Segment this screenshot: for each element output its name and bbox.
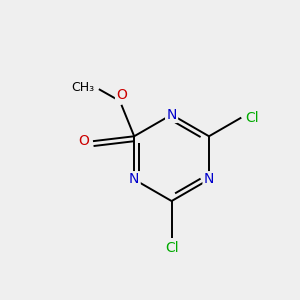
Text: O: O bbox=[78, 134, 89, 148]
Text: O: O bbox=[116, 88, 127, 102]
Text: N: N bbox=[167, 108, 177, 122]
Text: Cl: Cl bbox=[245, 111, 259, 124]
Text: CH₃: CH₃ bbox=[71, 81, 94, 94]
Text: N: N bbox=[129, 172, 140, 186]
Text: Cl: Cl bbox=[165, 241, 178, 255]
Text: N: N bbox=[204, 172, 214, 186]
